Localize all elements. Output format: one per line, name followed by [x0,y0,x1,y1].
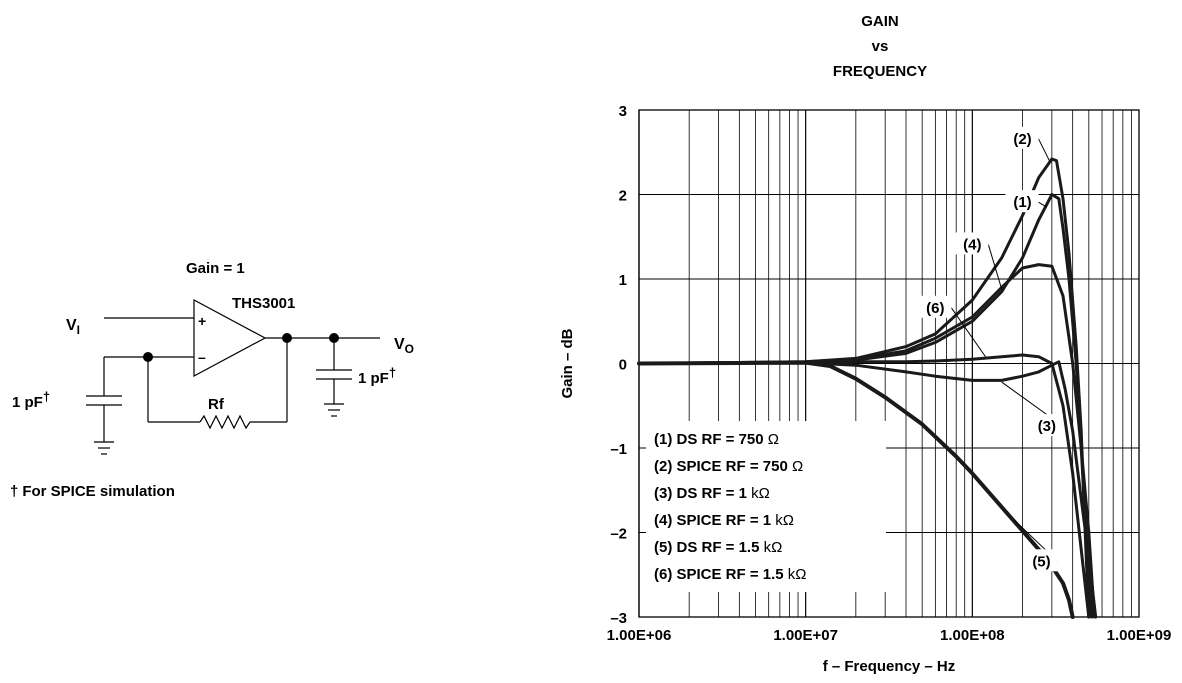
opamp-plus: + [198,313,206,329]
series-line-2 [637,157,1091,619]
series-line-5 [637,360,1075,619]
annotation-background [1029,414,1063,437]
chart-title: GAIN vs FREQUENCY [833,13,927,80]
annotation-leader [1038,138,1050,161]
legend: (1) DS RF = 750 Ω (2) SPICE RF = 750 Ω (3)… [646,421,886,592]
chart-title-line-1: GAIN [861,13,899,30]
y-tick-label: 3 [619,103,627,120]
x-tick-label: 1.00E+07 [773,627,838,644]
annotation-background [1024,549,1058,572]
vo-label: VO [394,336,414,356]
annotation-leader [950,307,986,358]
y-tick-label: 1 [619,272,627,289]
y-tick-label: 2 [619,188,627,205]
schematic-nodes [143,333,339,362]
x-tick-labels: 1.00E+06 1.00E+07 1.00E+08 1.00E+09 [607,627,1172,644]
legend-entry: (2) SPICE RF = 750 Ω [654,458,803,475]
annotation-leader [1038,201,1048,208]
legend-background [646,421,886,592]
cap-in-label: 1 pF† [12,389,50,411]
annotation-label: (6) [926,300,944,317]
opamp-minus: – [198,349,206,365]
opamp-symbol [193,298,267,378]
annotation-label: (3) [1038,418,1056,435]
series-annotations: (1) (2) (3) (4) (5) (6) [918,126,1064,572]
y-tick-label: 0 [619,357,627,374]
annotation-label: (1) [1013,194,1031,211]
gain-label: Gain = 1 [186,260,245,277]
y-axis-label: Gain – dB [559,328,576,398]
legend-entry: (4) SPICE RF = 1 kΩ [654,512,794,529]
y-tick-label: –3 [610,610,627,627]
x-tick-label: 1.00E+09 [1107,627,1172,644]
annotation-background [1005,190,1039,213]
rf-resistor [199,414,251,430]
annotation-background [955,232,989,255]
legend-entry: (6) SPICE RF = 1.5 kΩ [654,566,807,583]
y-tick-label: –2 [610,526,627,543]
x-tick-label: 1.00E+06 [607,627,672,644]
chart-title-line-2: vs [872,38,889,55]
annotation-leader [987,244,1003,290]
series-line-6 [637,353,1091,619]
series-line-4 [637,263,1096,619]
rf-label: Rf [208,396,225,413]
schematic [86,298,380,455]
annotation-label: (5) [1032,553,1050,570]
cap-out-label: 1 pF† [358,365,396,387]
legend-entry: (5) DS RF = 1.5 kΩ [654,539,782,556]
opamp-label: THS3001 [232,295,295,312]
node-load [329,333,339,343]
vi-label: VI [66,317,80,337]
schematic-labels: Gain = 1 THS3001 + – VI VO Rf 1 pF† 1 pF… [10,260,414,500]
node-inverting [143,352,153,362]
annotation-background [1005,126,1039,149]
annotation-label: (4) [963,236,981,253]
y-tick-label: –1 [610,441,627,458]
annotation-background [918,295,952,318]
y-tick-labels: –3 –2 –1 0 1 2 3 [610,103,627,627]
series-lines [637,157,1098,619]
x-tick-label: 1.00E+08 [940,627,1005,644]
legend-entry: (3) DS RF = 1 kΩ [654,485,770,502]
chart-title-line-3: FREQUENCY [833,63,927,80]
node-output [282,333,292,343]
footnote: † For SPICE simulation [10,483,175,500]
x-axis-label: f – Frequency – Hz [823,658,956,675]
series-line-3 [637,360,1098,619]
legend-entry: (1) DS RF = 750 Ω [654,431,779,448]
annotation-label: (2) [1013,131,1031,148]
